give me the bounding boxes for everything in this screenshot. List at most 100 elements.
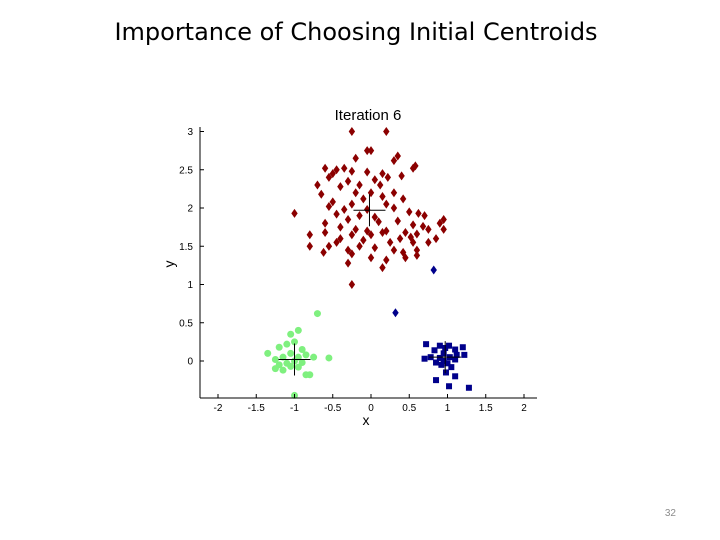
diamond-point bbox=[321, 227, 329, 237]
square-point bbox=[465, 384, 472, 391]
diamond-point bbox=[399, 247, 407, 257]
diamond-point bbox=[344, 176, 352, 186]
y-axis-label: y bbox=[161, 261, 177, 268]
page-number: 32 bbox=[664, 508, 676, 519]
diamond-point bbox=[375, 217, 382, 227]
diamond-point bbox=[396, 234, 404, 244]
diamond-point bbox=[341, 205, 348, 215]
diamond-point bbox=[379, 263, 386, 273]
circle-point bbox=[313, 310, 321, 318]
circle-point bbox=[287, 330, 295, 338]
diamond-point bbox=[321, 163, 329, 173]
diamond-point bbox=[386, 237, 394, 247]
square-point bbox=[440, 350, 447, 357]
circle-point bbox=[325, 354, 333, 362]
circle-point bbox=[298, 346, 306, 354]
diamond-point bbox=[363, 167, 371, 177]
x-tick-label: -2 bbox=[214, 403, 223, 414]
circle-point bbox=[298, 359, 306, 367]
diamond-point bbox=[363, 146, 371, 156]
centroid-marker bbox=[278, 343, 311, 376]
x-tick-label: 1.5 bbox=[479, 403, 493, 414]
diamond-point bbox=[371, 243, 379, 253]
y-tick-label: 0 bbox=[187, 357, 193, 368]
circle-point bbox=[306, 371, 314, 379]
diamond-point bbox=[329, 169, 336, 179]
y-tick-label: 1.5 bbox=[179, 242, 193, 253]
diamond-point bbox=[367, 230, 375, 240]
square-point bbox=[453, 351, 460, 358]
diamond-point bbox=[352, 153, 359, 163]
square-point bbox=[452, 346, 459, 353]
y-tick-label: 0.5 bbox=[179, 318, 193, 329]
diamond-point bbox=[432, 234, 440, 244]
slide-title: Importance of Choosing Initial Centroids bbox=[114, 18, 598, 46]
circle-point bbox=[310, 353, 318, 361]
square-point bbox=[433, 359, 440, 366]
y-tick-label: 2 bbox=[187, 204, 193, 215]
diamond-point bbox=[363, 226, 371, 236]
diamond-point bbox=[348, 230, 356, 240]
square-point bbox=[446, 383, 453, 390]
diamond-point bbox=[348, 127, 356, 136]
diamond-point bbox=[419, 221, 427, 231]
diamond-point bbox=[325, 172, 333, 182]
diamond-point bbox=[379, 192, 386, 202]
diamond-point bbox=[341, 163, 348, 173]
diamond-point bbox=[333, 209, 340, 219]
square-point bbox=[436, 342, 443, 349]
circle-point bbox=[279, 353, 287, 361]
square-point bbox=[442, 369, 449, 376]
square-point bbox=[433, 377, 440, 384]
circle-point bbox=[283, 340, 291, 348]
diamond-point bbox=[367, 253, 375, 263]
square-point bbox=[459, 344, 466, 351]
circle-point bbox=[294, 326, 302, 334]
diamond-point bbox=[291, 208, 298, 218]
x-tick-label: -1.5 bbox=[248, 403, 266, 414]
diamond-point bbox=[394, 216, 401, 226]
square-point bbox=[446, 342, 453, 349]
diamond-point bbox=[337, 182, 344, 192]
diamond-point bbox=[394, 151, 401, 161]
diamond-point bbox=[406, 207, 413, 217]
centroid-marker bbox=[429, 341, 462, 374]
diamond-point bbox=[348, 166, 356, 176]
diamond-point bbox=[306, 241, 313, 251]
diamond-point bbox=[392, 308, 399, 318]
diamond-point bbox=[409, 237, 417, 247]
diamond-point bbox=[367, 146, 375, 156]
diamond-point bbox=[415, 208, 422, 218]
circle-point bbox=[275, 343, 283, 351]
diamond-point bbox=[333, 165, 340, 175]
diamond-point bbox=[390, 188, 398, 198]
diamond-point bbox=[425, 224, 432, 234]
diamond-point bbox=[352, 188, 359, 198]
diamond-point bbox=[413, 245, 421, 255]
x-tick-label: 1 bbox=[445, 403, 451, 414]
diamond-point bbox=[337, 234, 344, 244]
square-point bbox=[436, 354, 443, 361]
diamond-point bbox=[348, 199, 356, 209]
diamond-point bbox=[379, 227, 386, 237]
square-point bbox=[448, 364, 455, 371]
chart-title: Iteration 6 bbox=[335, 107, 402, 124]
diamond-point bbox=[325, 241, 333, 251]
diamond-point bbox=[337, 222, 344, 232]
diamond-point bbox=[390, 203, 398, 213]
square-point bbox=[423, 341, 430, 348]
diamond-point bbox=[363, 205, 371, 215]
y-tick-label: 2.5 bbox=[179, 165, 193, 176]
diamond-point bbox=[352, 224, 359, 234]
diamond-point bbox=[344, 245, 352, 255]
diamond-point bbox=[314, 180, 321, 190]
circle-point bbox=[271, 355, 279, 363]
x-tick-label: -1 bbox=[290, 403, 299, 414]
diamond-point bbox=[409, 220, 417, 230]
diamond-point bbox=[348, 280, 356, 289]
diamond-point bbox=[430, 265, 437, 275]
diamond-point bbox=[413, 250, 421, 260]
diamond-point bbox=[436, 218, 444, 228]
diamond-point bbox=[390, 156, 398, 166]
diamond-point bbox=[356, 180, 363, 190]
